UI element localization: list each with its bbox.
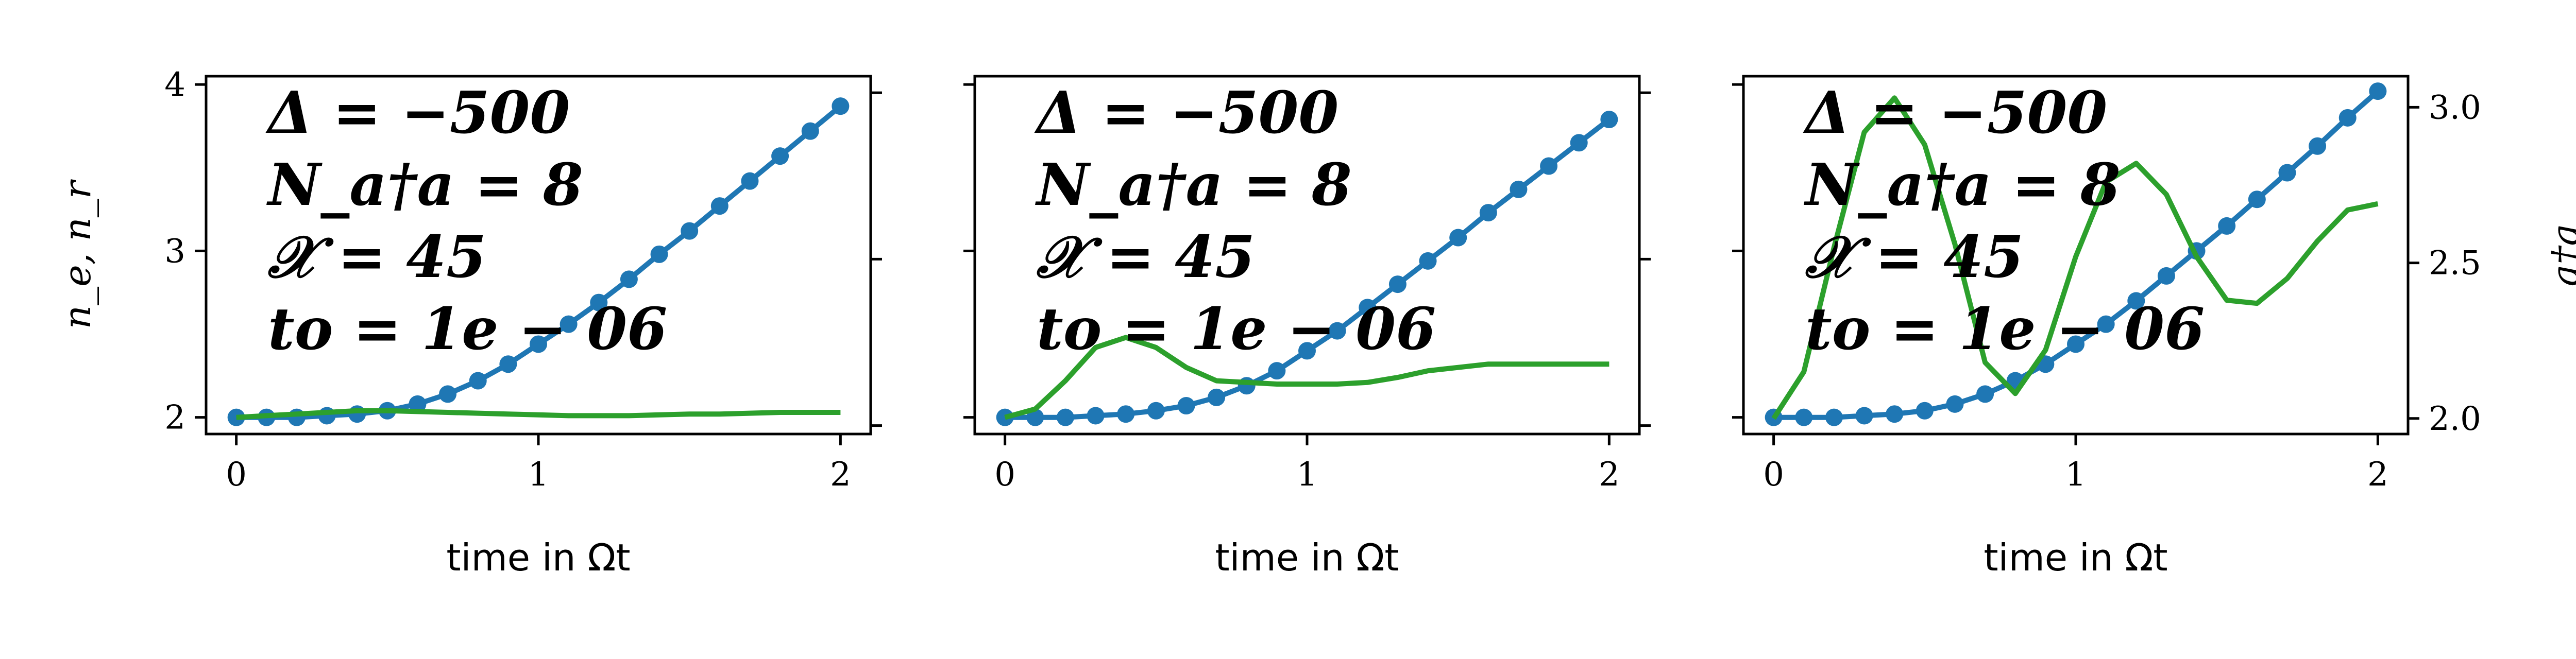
annotation-text: N_a†a = 8 (1804, 151, 2121, 219)
data-point (1795, 408, 1813, 426)
data-point (1388, 275, 1406, 293)
x-tick-label: 1 (528, 456, 549, 494)
annotation-text: Δ = −500 (265, 79, 570, 147)
x-tick-label: 1 (2065, 456, 2087, 494)
data-point (681, 222, 699, 240)
x-tick-label: 2 (2367, 456, 2388, 494)
data-point (832, 97, 850, 115)
data-point (2157, 267, 2175, 285)
y-tick-label: 3 (164, 232, 185, 270)
data-point (2248, 190, 2266, 209)
y-right-tick-label: 3.0 (2429, 89, 2481, 127)
data-point (499, 355, 517, 373)
annotation-text: to = 1e − 06 (1805, 296, 2205, 363)
x-tick-label: 0 (1763, 456, 1784, 494)
data-point (1208, 388, 1226, 406)
data-point (1510, 180, 1528, 198)
data-point (710, 197, 728, 215)
x-tick-label: 2 (1599, 456, 1620, 494)
data-point (439, 385, 457, 403)
y-right-tick-label: 2.5 (2429, 245, 2481, 283)
data-point (1916, 402, 1934, 420)
data-point (620, 270, 638, 288)
data-point (1976, 385, 1994, 403)
annotation-text: 𝒳 = 45 (1036, 223, 1255, 291)
data-point (801, 122, 819, 140)
y-right-tick-label: 2.0 (2429, 400, 2481, 438)
data-point (2097, 315, 2115, 333)
data-point (1087, 407, 1105, 425)
annotation-text: N_a†a = 8 (1035, 151, 1352, 219)
x-axis-label: time in Ωt (1215, 536, 1399, 579)
y-axis-label: n_e, n_r (56, 179, 99, 329)
data-point (2309, 137, 2327, 155)
data-point (1177, 397, 1195, 415)
data-point (1026, 408, 1044, 426)
data-point (1359, 299, 1377, 317)
data-point (1328, 322, 1346, 340)
annotation-text: Δ = −500 (1803, 79, 2107, 147)
data-point (590, 293, 608, 311)
data-point (1886, 405, 1904, 423)
y-right-axis-label: a†a (2544, 224, 2576, 287)
data-point (1946, 395, 1964, 413)
data-point (1419, 252, 1437, 270)
x-axis-label: time in Ωt (446, 536, 630, 579)
x-tick-label: 0 (226, 456, 247, 494)
data-point (1298, 342, 1316, 360)
data-point (1540, 157, 1558, 175)
annotation-text: N_a†a = 8 (266, 151, 583, 219)
data-point (530, 335, 547, 353)
data-point (741, 172, 759, 190)
series-line (1771, 95, 2379, 420)
series-line (236, 408, 841, 420)
data-point (469, 372, 487, 390)
annotation-text: 𝒳 = 45 (1805, 223, 2024, 291)
data-point (409, 395, 427, 413)
y-tick-label: 4 (164, 66, 185, 104)
annotation-text: Δ = −500 (1034, 79, 1338, 147)
x-tick-label: 1 (1297, 456, 1318, 494)
data-point (2127, 292, 2145, 310)
data-point (1268, 362, 1286, 380)
data-point (1570, 134, 1588, 152)
data-point (1479, 204, 1497, 222)
data-point (2218, 217, 2236, 235)
data-point (2338, 109, 2357, 127)
data-point (1449, 229, 1467, 247)
annotation-text: 𝒳 = 45 (267, 223, 486, 291)
data-point (2067, 335, 2084, 353)
data-point (2369, 82, 2387, 100)
x-tick-label: 2 (830, 456, 851, 494)
annotation-text: to = 1e − 06 (1037, 296, 1436, 363)
data-point (1825, 408, 1843, 426)
annotation-text: to = 1e − 06 (268, 296, 667, 363)
data-point (560, 315, 578, 333)
data-point (1600, 111, 1618, 129)
series-line (1004, 335, 1609, 420)
data-point (650, 245, 668, 263)
x-tick-label: 0 (994, 456, 1015, 494)
data-point (1855, 407, 1873, 425)
x-axis-label: time in Ωt (1984, 536, 2167, 579)
data-point (348, 405, 366, 423)
data-point (771, 147, 789, 165)
data-point (1117, 405, 1135, 423)
data-point (2278, 164, 2296, 182)
data-point (1147, 402, 1165, 420)
y-tick-label: 2 (164, 399, 185, 437)
data-point (1056, 408, 1074, 426)
